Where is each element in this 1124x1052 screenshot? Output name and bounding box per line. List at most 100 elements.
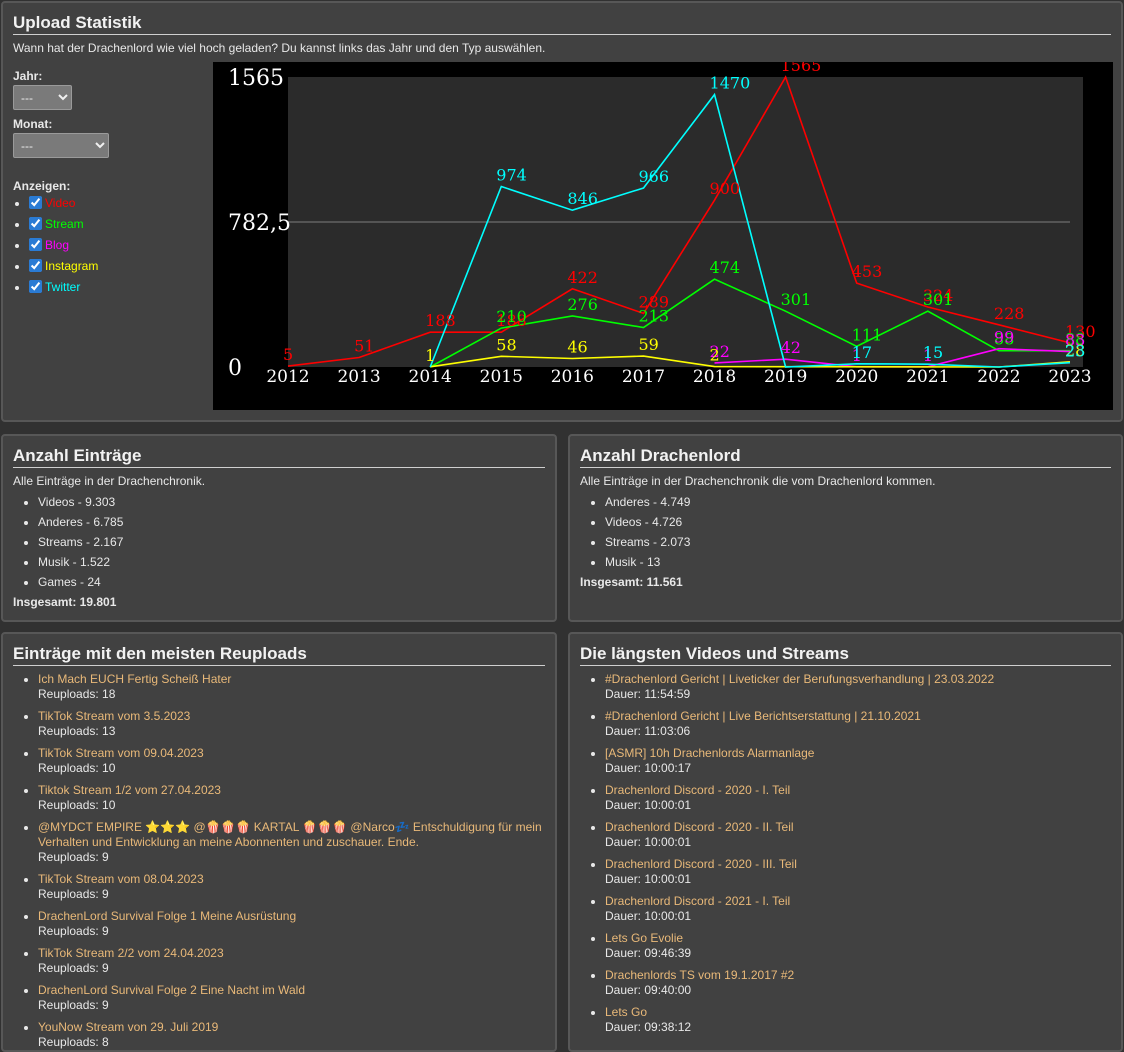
drachenlord-count-title: Anzahl Drachenlord <box>580 446 1111 468</box>
year-label: Jahr: <box>13 69 43 83</box>
duration: Dauer: 11:03:06 <box>605 724 691 738</box>
y-tick-label: 0 <box>228 356 242 381</box>
list-item: Drachenlord Discord - 2020 - III. TeilDa… <box>605 857 1111 887</box>
reupload-count: Reuploads: 13 <box>38 724 116 738</box>
data-label: 15 <box>923 343 943 362</box>
x-tick-label: 2015 <box>480 367 523 387</box>
reupload-count: Reuploads: 9 <box>38 850 109 864</box>
entry-link[interactable]: Tiktok Stream 1/2 vom 27.04.2023 <box>38 783 221 797</box>
series-line-stream <box>429 278 1070 368</box>
list-item: Streams - 2.167 <box>38 535 545 549</box>
drachenlord-count-list: Anderes - 4.749 Videos - 4.726 Streams -… <box>580 495 1111 569</box>
x-tick-label: 2019 <box>764 367 807 387</box>
series-line-twitter <box>429 92 1071 368</box>
upload-stats-description: Wann hat der Drachenlord wie viel hoch g… <box>13 41 546 55</box>
data-label: 1 <box>852 346 862 365</box>
duration: Dauer: 10:00:01 <box>605 835 692 849</box>
entry-link[interactable]: Drachenlord Discord - 2020 - II. Teil <box>605 820 794 834</box>
longest-panel: Die längsten Videos und Streams #Drachen… <box>568 632 1123 1052</box>
data-label: 301 <box>781 290 812 309</box>
type-filter-item[interactable]: Twitter <box>29 277 203 298</box>
longest-title: Die längsten Videos und Streams <box>580 644 1111 666</box>
entry-link[interactable]: YouNow Stream von 29. Juli 2019 <box>38 1020 219 1034</box>
entry-link[interactable]: Drachenlord Discord - 2020 - III. Teil <box>605 857 797 871</box>
entry-link[interactable]: Lets Go <box>605 1005 648 1019</box>
data-label: 111 <box>852 325 883 344</box>
list-item: TikTok Stream 2/2 vom 24.04.2023Reupload… <box>38 946 545 976</box>
list-item: #Drachenlord Gericht | Liveticker der Be… <box>605 672 1111 702</box>
type-label[interactable]: Instagram <box>45 259 99 273</box>
month-select[interactable]: --- <box>13 133 109 158</box>
entry-link[interactable]: Drachenlords TS vom 19.1.2017 #2 <box>605 968 795 982</box>
entry-link[interactable]: [ASMR] 10h Drachenlords Alarmanlage <box>605 746 815 760</box>
data-label: 17 <box>852 343 872 362</box>
list-item: @MYDCT EMPIRE ⭐⭐⭐ @🍿🍿🍿 KARTAL 🍿🍿🍿 @Narco… <box>38 820 545 865</box>
type-filter-item[interactable]: Stream <box>29 214 203 235</box>
data-label: 422 <box>567 268 598 287</box>
list-item: Drachenlord Discord - 2020 - I. TeilDaue… <box>605 783 1111 813</box>
data-label: 1470 <box>710 74 751 93</box>
entry-link[interactable]: #Drachenlord Gericht | Liveticker der Be… <box>605 672 995 686</box>
drachenlord-count-total: Insgesamt: 11.561 <box>580 575 683 589</box>
entry-link[interactable]: TikTok Stream vom 08.04.2023 <box>38 872 204 886</box>
data-label: 453 <box>852 262 883 281</box>
entry-link[interactable]: Drachenlord Discord - 2020 - I. Teil <box>605 783 791 797</box>
entry-link[interactable]: #Drachenlord Gericht | Live Berichtserst… <box>605 709 921 723</box>
drachenlord-count-panel: Anzahl Drachenlord Alle Einträge in der … <box>568 434 1123 622</box>
type-checkbox[interactable] <box>29 280 42 293</box>
type-checkbox[interactable] <box>29 217 42 230</box>
list-item: Videos - 4.726 <box>605 515 1111 529</box>
data-label: 88 <box>994 330 1014 349</box>
reupload-count: Reuploads: 9 <box>38 924 109 938</box>
type-label[interactable]: Blog <box>45 238 70 252</box>
data-label: 58 <box>496 335 516 354</box>
y-tick-label: 1565 <box>228 66 284 91</box>
year-select[interactable]: --- <box>13 85 72 110</box>
x-tick-label: 2021 <box>906 367 949 387</box>
data-label: 474 <box>710 258 741 277</box>
filter-controls: Jahr: --- Monat: --- Anzeigen: Video Stre… <box>13 69 203 298</box>
entry-link[interactable]: TikTok Stream 2/2 vom 24.04.2023 <box>38 946 224 960</box>
entry-link[interactable]: @MYDCT EMPIRE ⭐⭐⭐ @🍿🍿🍿 KARTAL 🍿🍿🍿 @Narco… <box>38 820 542 849</box>
type-checkbox[interactable] <box>29 259 42 272</box>
data-label: 213 <box>638 307 669 326</box>
entry-link[interactable]: DrachenLord Survival Folge 1 Meine Ausrü… <box>38 909 297 923</box>
type-checkbox[interactable] <box>29 238 42 251</box>
type-label[interactable]: Video <box>45 196 76 210</box>
entry-link[interactable]: Lets Go Evolie <box>605 931 684 945</box>
entry-link[interactable]: Drachenlord Discord - 2021 - I. Teil <box>605 894 791 908</box>
entry-link[interactable]: Ich Mach EUCH Fertig Scheiß Hater <box>38 672 232 686</box>
entries-count-title: Anzahl Einträge <box>13 446 545 468</box>
list-item: Videos - 9.303 <box>38 495 545 509</box>
type-filter-item[interactable]: Instagram <box>29 256 203 277</box>
data-label: 2 <box>710 346 720 365</box>
entries-count-description: Alle Einträge in der Drachenchronik. <box>13 474 206 488</box>
x-tick-label: 2012 <box>266 367 309 387</box>
type-filter-item[interactable]: Blog <box>29 235 203 256</box>
data-label: 88 <box>1065 330 1085 349</box>
entry-link[interactable]: DrachenLord Survival Folge 2 Eine Nacht … <box>38 983 306 997</box>
data-label: 846 <box>567 189 598 208</box>
type-label[interactable]: Twitter <box>45 280 81 294</box>
upload-chart-svg: 0 782,5 1565 2012 2013 2014 2015 2016 2017 2018 20… <box>228 62 1096 387</box>
list-item: DrachenLord Survival Folge 2 Eine Nacht … <box>38 983 545 1013</box>
type-filter-item[interactable]: Video <box>29 193 203 214</box>
entry-link[interactable]: TikTok Stream vom 3.5.2023 <box>38 709 191 723</box>
x-tick-label: 2014 <box>409 367 452 387</box>
y-tick-label: 782,5 <box>228 211 291 236</box>
x-tick-label: 2016 <box>551 367 594 387</box>
reuploads-list: Ich Mach EUCH Fertig Scheiß Hater Reuploa… <box>13 672 545 1050</box>
data-label: 130 <box>1065 322 1096 341</box>
data-label: 51 <box>354 337 374 356</box>
type-label[interactable]: Stream <box>45 217 84 231</box>
entry-link[interactable]: TikTok Stream vom 09.04.2023 <box>38 746 204 760</box>
data-label: 22 <box>710 342 730 361</box>
duration: Dauer: 10:00:17 <box>605 761 692 775</box>
type-checkbox[interactable] <box>29 196 42 209</box>
drachenlord-count-description: Alle Einträge in der Drachenchronik die … <box>580 474 936 488</box>
list-item: Ich Mach EUCH Fertig Scheiß HaterReuploa… <box>38 672 545 702</box>
